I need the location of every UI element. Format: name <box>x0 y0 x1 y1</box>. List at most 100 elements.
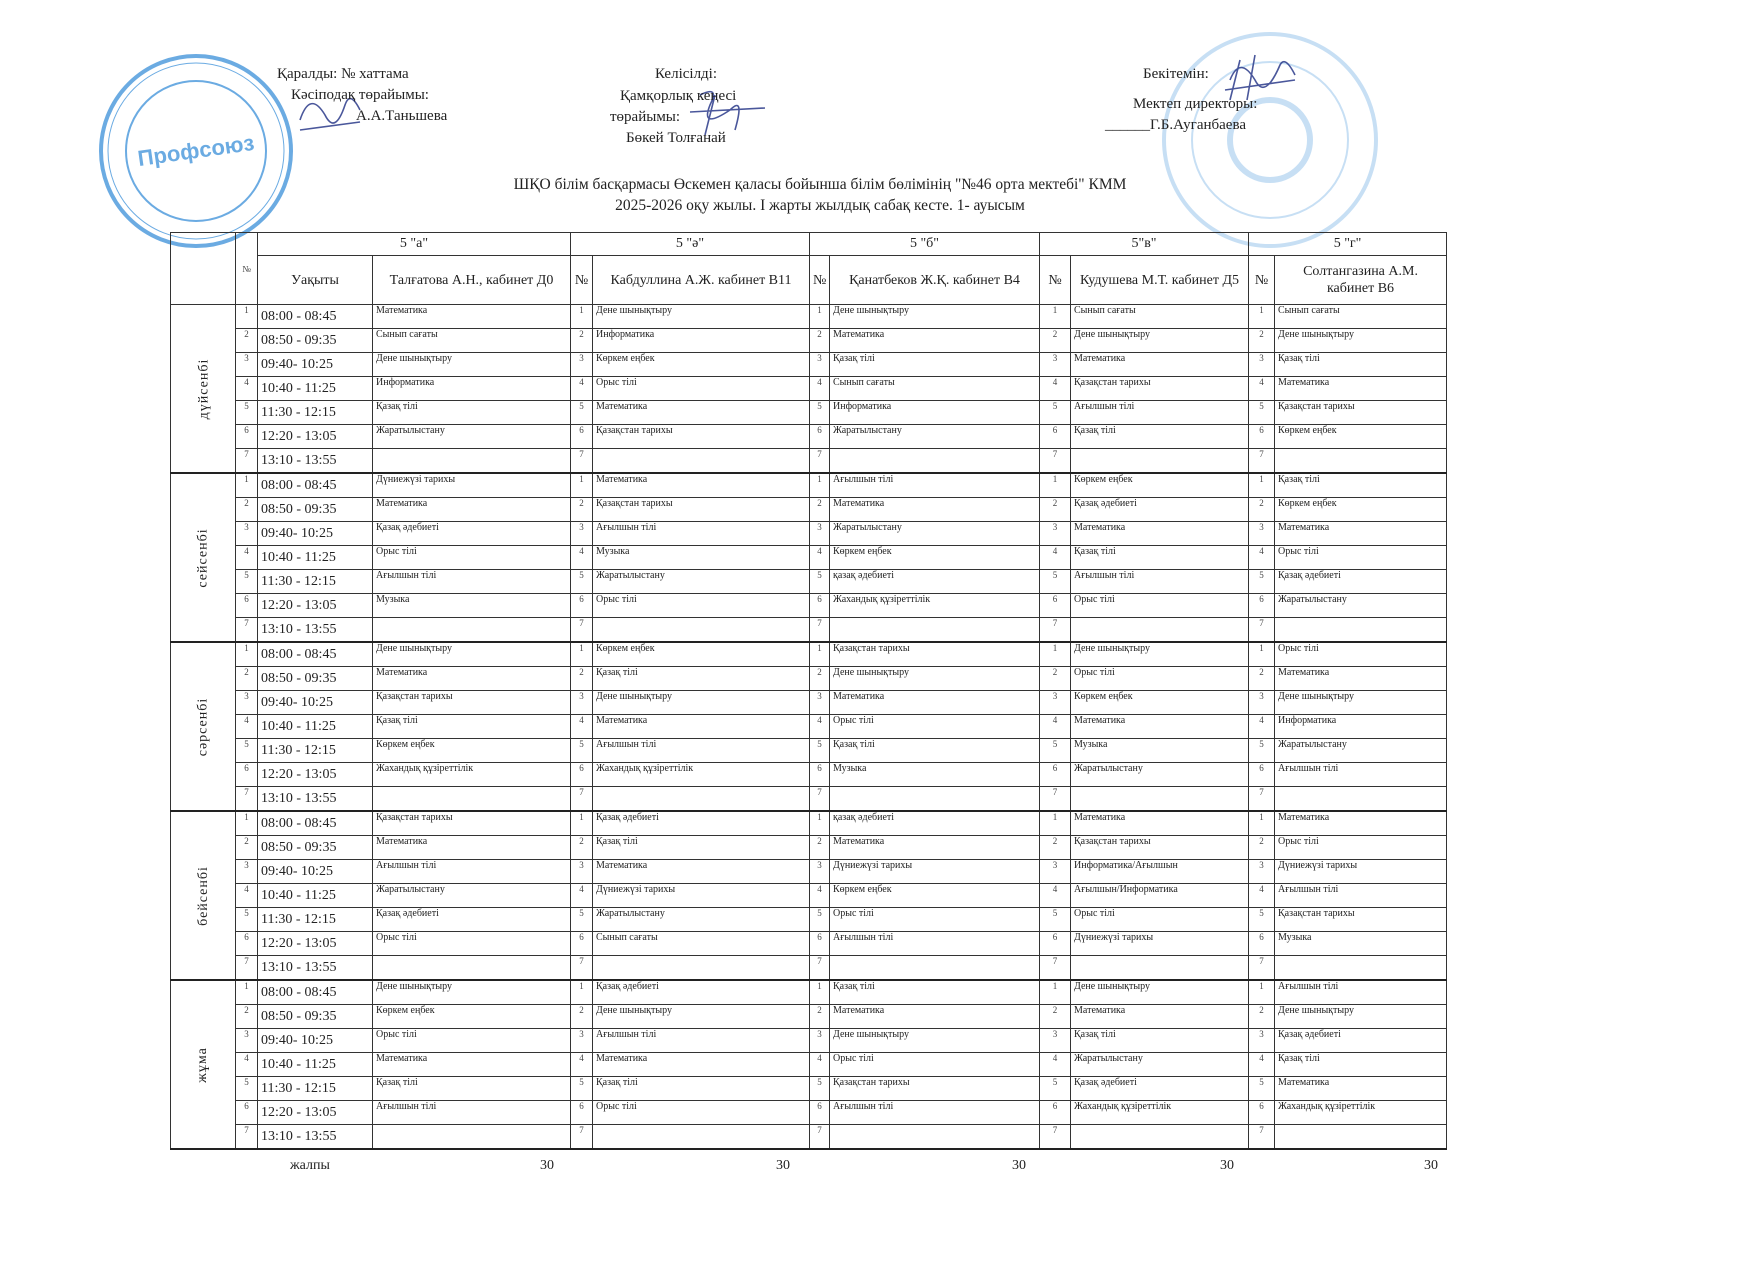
lesson-number: 1 <box>809 979 830 1005</box>
lesson-row: 5 11:30 - 12:15 Көркем еңбек 5 Ағылшын тілі 5… <box>171 738 1448 763</box>
lesson-number: 4 <box>1039 545 1071 570</box>
lesson-number: 6 <box>235 762 258 787</box>
subject-cell: Орыс тілі <box>1069 593 1250 618</box>
lesson-number: 2 <box>1039 1004 1071 1029</box>
lesson-time: 09:40- 10:25 <box>257 690 373 715</box>
num-header: № <box>809 255 830 305</box>
subject-cell: Математика <box>1274 1076 1448 1101</box>
trustee-council-label: Қамқорлық кеңесі <box>620 88 737 104</box>
lesson-number: 3 <box>1248 352 1276 377</box>
subject-cell: Дене шынықтыру <box>1069 979 1250 1005</box>
subject-cell: Жаратылыстану <box>829 521 1040 546</box>
lesson-number: 7 <box>570 448 593 474</box>
lesson-number: 4 <box>1039 1052 1071 1077</box>
lesson-number: 5 <box>235 400 258 425</box>
subject-cell: Жахандық құзіреттілік <box>829 593 1040 618</box>
total-5b: 30 <box>1012 1158 1026 1173</box>
lesson-number: 5 <box>1248 738 1276 763</box>
subject-cell <box>1274 448 1448 474</box>
lesson-row: 2 08:50 - 09:35 Сынып сағаты 2 Информатика 2 М… <box>171 328 1448 353</box>
lesson-row: дүйсенбі 1 08:00 - 08:45 Математика 1 Дене шы… <box>170 304 1448 474</box>
lesson-row: 6 12:20 - 13:05 Жахандық құзіреттілік 6 Жаха… <box>171 762 1448 787</box>
lesson-number: 2 <box>235 835 258 860</box>
lesson-number: 5 <box>570 1076 593 1101</box>
lesson-number: 5 <box>809 738 830 763</box>
lesson-number: 7 <box>235 955 258 981</box>
subject-cell: Қазақ тілі <box>592 1076 810 1101</box>
union-chair-name: А.А.Таньшева <box>356 108 448 124</box>
lesson-number: 5 <box>1039 1076 1071 1101</box>
lesson-row: бейсенбі 1 08:00 - 08:45 Қазақстан тарихы 1 Қ… <box>170 810 1448 981</box>
lesson-number: 4 <box>1039 376 1071 401</box>
lesson-number: 4 <box>235 714 258 739</box>
lesson-number: 4 <box>235 545 258 570</box>
subject-cell <box>1274 617 1448 643</box>
subject-cell: Ағылшын тілі <box>372 859 571 884</box>
lesson-number: 2 <box>235 1004 258 1029</box>
lesson-row: 3 09:40- 10:25 Ағылшын тілі 3 Математика 3 Дүн… <box>171 859 1448 884</box>
subject-cell: Ағылшын тілі <box>1069 569 1250 594</box>
stamps: Профсоюз <box>99 32 1378 248</box>
lesson-number: 2 <box>570 1004 593 1029</box>
total-5g: 30 <box>1424 1158 1438 1173</box>
lesson-time: 09:40- 10:25 <box>257 1028 373 1053</box>
subject-cell: Ағылшын тілі <box>592 738 810 763</box>
lesson-number: 5 <box>809 569 830 594</box>
lesson-number: 3 <box>235 1028 258 1053</box>
lesson-number: 5 <box>235 907 258 932</box>
lesson-number: 3 <box>235 690 258 715</box>
subject-cell: Математика <box>1274 666 1448 691</box>
lesson-number: 1 <box>1248 472 1276 498</box>
subject-cell: Математика <box>372 835 571 860</box>
subject-cell <box>1274 786 1448 812</box>
trade-union-stamp: Профсоюз <box>99 54 293 248</box>
lesson-number: 2 <box>1248 497 1276 522</box>
subject-cell: Көркем еңбек <box>1069 472 1250 498</box>
lesson-number: 6 <box>570 762 593 787</box>
subject-cell: Математика <box>372 497 571 522</box>
subject-cell <box>592 955 810 981</box>
lesson-number: 7 <box>1248 955 1276 981</box>
subject-cell: Дене шынықтыру <box>372 352 571 377</box>
lesson-number: 5 <box>809 907 830 932</box>
union-chair-label: Кәсіподақ төрайымы: <box>291 87 429 103</box>
subject-cell: Қазақстан тарихы <box>1274 400 1448 425</box>
lesson-number: 3 <box>235 352 258 377</box>
lesson-row: 4 10:40 - 11:25 Қазақ тілі 4 Математика 4 Орыс… <box>171 714 1448 739</box>
subject-cell <box>1274 955 1448 981</box>
subject-cell: Орыс тілі <box>1274 835 1448 860</box>
subject-cell <box>372 955 571 981</box>
lesson-row: 2 08:50 - 09:35 Көркем еңбек 2 Дене шынықтыр… <box>171 1004 1448 1029</box>
lesson-row: 5 11:30 - 12:15 Қазақ тілі 5 Қазақ тілі 5 Қаза… <box>171 1076 1448 1101</box>
trustee-chair-label: төрайымы: <box>610 109 681 125</box>
lesson-number: 6 <box>809 931 830 956</box>
subject-cell: Дене шынықтыру <box>1274 690 1448 715</box>
subject-cell: Қазақ тілі <box>1069 424 1250 449</box>
lesson-number: 6 <box>1248 762 1276 787</box>
teacher-cabinet: Қанатбеков Ж.Қ. кабинет В4 <box>829 255 1040 305</box>
subject-cell: Ағылшын тілі <box>829 931 1040 956</box>
lesson-time: 08:50 - 09:35 <box>257 328 373 353</box>
class-name: 5"в" <box>1038 232 1250 256</box>
lesson-number: 4 <box>1248 545 1276 570</box>
subject-cell: Дене шынықтыру <box>372 979 571 1005</box>
lesson-number: 4 <box>809 376 830 401</box>
lesson-number: 4 <box>809 714 830 739</box>
day-cell: дүйсенбі <box>170 304 236 474</box>
lesson-time: 13:10 - 13:55 <box>257 786 373 812</box>
subject-cell: Ағылшын тілі <box>592 1028 810 1053</box>
lesson-row: сәрсенбі 1 08:00 - 08:45 Дене шынықтыру 1 Көр… <box>170 641 1448 812</box>
subject-cell: Көркем еңбек <box>829 883 1040 908</box>
subject-cell: Математика <box>1069 1004 1250 1029</box>
lesson-number: 5 <box>809 1076 830 1101</box>
subject-cell: Дүниежүзі тарихы <box>592 883 810 908</box>
agreed-label: Келісілді: <box>655 66 718 82</box>
subject-cell: Қазақ тілі <box>1069 1028 1250 1053</box>
lesson-number: 7 <box>1039 955 1071 981</box>
subject-cell: Сынып сағаты <box>592 931 810 956</box>
lesson-number: 1 <box>570 641 593 667</box>
lesson-number: 4 <box>809 545 830 570</box>
lesson-number: 1 <box>809 304 830 329</box>
lesson-time: 11:30 - 12:15 <box>257 569 373 594</box>
lesson-number: 7 <box>570 955 593 981</box>
